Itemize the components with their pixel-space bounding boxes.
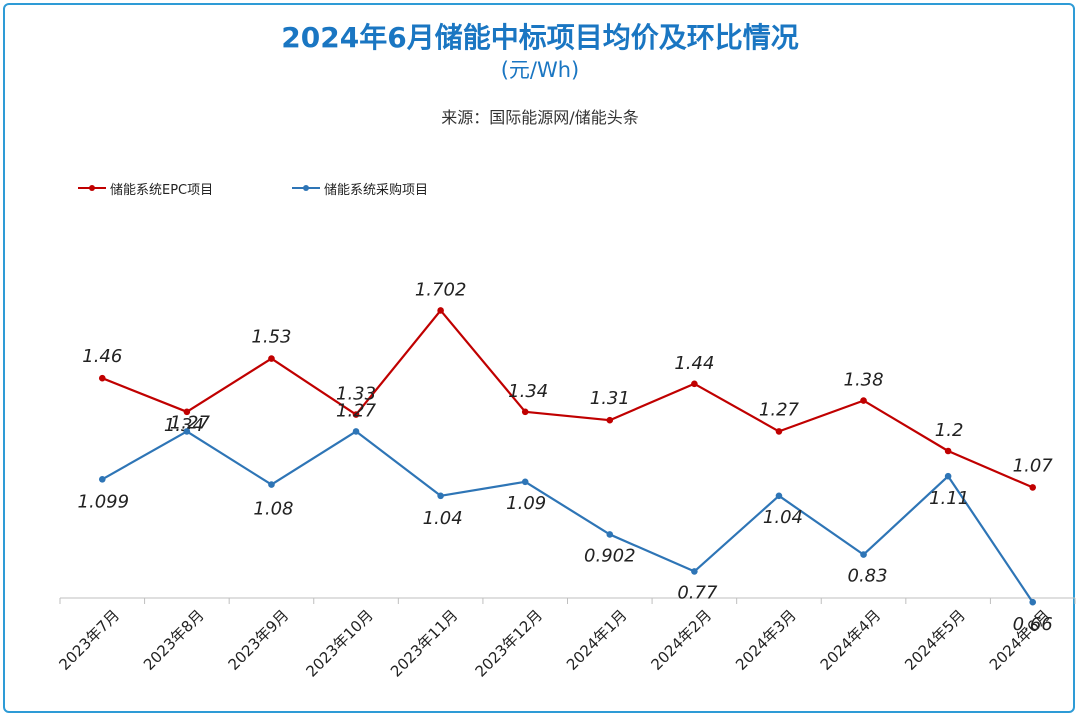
data-label-purchase: 1.09: [506, 493, 546, 514]
data-label-purchase: 1.27: [336, 400, 377, 421]
data-label-epc: 1.44: [674, 353, 714, 374]
data-point-purchase: [437, 492, 444, 500]
chart-unit: (元/Wh): [500, 58, 580, 82]
data-label-purchase: 1.08: [253, 499, 293, 520]
data-label-purchase: 0.77: [677, 582, 718, 603]
data-point-purchase: [944, 472, 952, 480]
data-label-epc: 1.2: [935, 420, 964, 441]
series-line-epc: [101, 309, 1034, 489]
data-label-epc: 1.702: [415, 279, 467, 300]
legend-epc-label: 储能系统EPC项目: [110, 182, 214, 198]
chart-source: 来源：国际能源网/储能头条: [441, 108, 639, 127]
data-point-epc: [183, 408, 191, 416]
data-point-purchase: [268, 481, 275, 488]
data-point-purchase: [352, 428, 360, 435]
data-label-purchase: 1.11: [929, 488, 969, 509]
data-point-purchase: [606, 531, 614, 538]
data-point-epc: [1029, 484, 1037, 491]
data-label-purchase: 0.902: [584, 545, 636, 566]
legend-item-epc: 储能系统EPC项目: [78, 178, 213, 198]
legend-purchase-label: 储能系统采购项目: [324, 182, 429, 198]
data-point-epc: [521, 408, 529, 416]
data-point-epc: [860, 397, 867, 404]
x-tick-label: 2024年3月: [732, 606, 800, 674]
data-point-purchase: [98, 475, 106, 483]
x-tick-label: 2024年2月: [648, 606, 716, 674]
data-point-epc: [98, 374, 106, 382]
data-point-purchase: [691, 568, 698, 575]
data-point-epc: [268, 355, 275, 362]
data-label-epc: 1.53: [251, 327, 291, 348]
x-tick-label: 2023年9月: [225, 606, 293, 674]
data-label-purchase: 1.04: [763, 507, 803, 528]
x-tick-label: 2024年1月: [563, 606, 631, 674]
x-tick-label: 2023年11月: [387, 606, 461, 680]
x-tick-label: 2024年4月: [817, 606, 885, 674]
data-point-epc: [606, 416, 614, 424]
data-label-purchase: 1.27: [170, 412, 211, 433]
x-tick-label: 2024年5月: [901, 606, 969, 674]
data-label-epc: 1.27: [759, 399, 800, 420]
data-point-purchase: [1029, 598, 1037, 606]
data-label-epc: 1.46: [82, 346, 122, 367]
data-point-epc: [691, 380, 698, 388]
data-point-purchase: [860, 551, 867, 558]
data-point-purchase: [183, 428, 191, 435]
data-point-epc: [944, 447, 952, 455]
data-point-epc: [775, 428, 783, 435]
data-label-epc: 1.33: [336, 384, 376, 405]
chart-title: 2024年6月储能中标项目均价及环比情况: [281, 21, 799, 54]
series-line-purchase: [101, 430, 1034, 603]
data-point-epc: [437, 307, 444, 314]
x-tick-label: 2023年10月: [302, 606, 376, 680]
legend-item-purchase: 储能系统采购项目: [292, 178, 428, 198]
x-tick-label: 2023年8月: [140, 606, 208, 674]
data-label-epc: 1.38: [844, 370, 884, 391]
data-point-purchase: [775, 492, 783, 500]
data-label-purchase: 1.04: [423, 508, 463, 529]
data-point-purchase: [521, 478, 529, 486]
legend-purchase-marker-icon: [292, 185, 320, 191]
x-tick-label: 2023年7月: [55, 606, 123, 674]
data-label-purchase: 1.099: [78, 491, 130, 512]
data-point-epc: [352, 411, 360, 418]
data-label-epc: 1.31: [590, 388, 630, 409]
data-label-purchase: 0.66: [1013, 614, 1053, 635]
legend-epc-marker-icon: [78, 185, 106, 191]
data-label-purchase: 0.83: [848, 566, 888, 587]
chart-frame: [3, 3, 1075, 713]
x-tick-label: 2023年12月: [472, 606, 546, 680]
data-label-epc: 1.34: [164, 415, 204, 436]
data-label-epc: 1.07: [1013, 455, 1054, 476]
data-label-epc: 1.34: [508, 381, 548, 402]
